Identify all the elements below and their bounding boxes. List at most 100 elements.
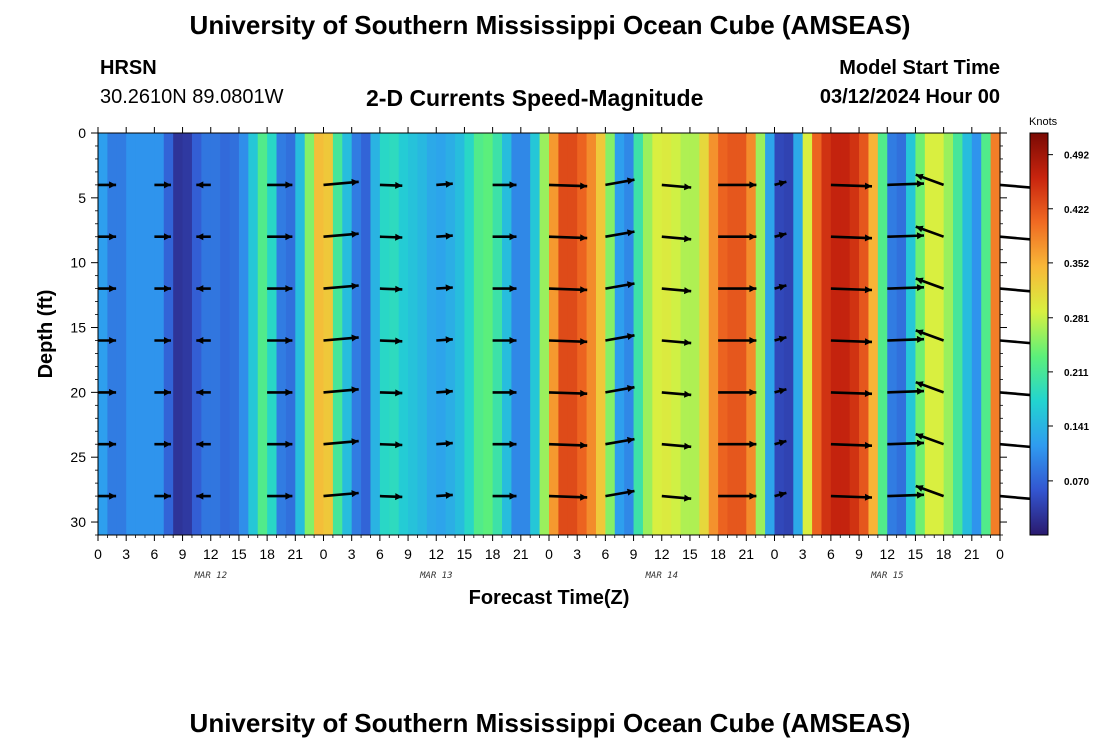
vector-head xyxy=(285,492,293,500)
x-tick-label: 18 xyxy=(936,546,952,562)
heatmap-cell xyxy=(492,133,503,535)
vector-head xyxy=(864,286,872,294)
vector-head xyxy=(627,333,635,340)
current-vector xyxy=(661,494,692,502)
heatmap-cell xyxy=(370,133,381,535)
x-tick-label: 9 xyxy=(179,546,187,562)
current-vector xyxy=(492,388,517,396)
current-vector xyxy=(548,182,588,190)
vector-head xyxy=(395,285,403,293)
x-tick-label: 9 xyxy=(855,546,863,562)
heatmap-cell xyxy=(567,133,578,535)
vector-head xyxy=(395,181,403,189)
current-vector xyxy=(548,493,588,501)
current-vector xyxy=(774,491,787,499)
x-tick-label: 9 xyxy=(404,546,412,562)
x-tick-label: 15 xyxy=(908,546,924,562)
current-vector xyxy=(887,232,925,240)
heatmap-cell xyxy=(549,133,559,535)
colorbar-scale xyxy=(1029,132,1049,536)
current-vector xyxy=(548,389,588,397)
current-vector xyxy=(774,232,787,239)
vector-head xyxy=(196,440,204,448)
current-vector xyxy=(605,385,635,394)
vector-head xyxy=(916,491,924,499)
current-vector xyxy=(718,440,757,448)
current-vector xyxy=(915,277,945,290)
vector-head xyxy=(351,334,359,342)
heatmap-cell xyxy=(314,133,325,535)
current-vector xyxy=(98,337,117,344)
footer-title: University of Southern Mississippi Ocean… xyxy=(189,708,911,738)
heatmap-cell xyxy=(173,133,184,535)
current-vector xyxy=(98,233,117,241)
current-vector xyxy=(915,329,945,342)
current-vector xyxy=(492,440,517,448)
heatmap-cell xyxy=(379,133,390,535)
heatmap-cell xyxy=(577,133,588,535)
current-vector xyxy=(323,178,359,187)
current-vector xyxy=(830,338,873,346)
current-vector xyxy=(492,233,517,241)
heatmap-cell xyxy=(201,133,212,535)
heatmap-cell xyxy=(774,133,785,535)
vector-head xyxy=(580,182,588,190)
current-vector xyxy=(887,439,925,447)
current-vector xyxy=(830,286,873,294)
current-vector xyxy=(154,388,171,396)
colorbar: Knots 0.070 0.141 0.211 0.281 0.352 0.422 0.49… xyxy=(1029,116,1089,536)
heatmap-cell xyxy=(511,133,522,535)
heatmap-cell xyxy=(943,133,954,535)
vector-head xyxy=(778,232,787,239)
y-tick-label: 25 xyxy=(70,449,86,465)
heatmap-cell xyxy=(520,133,531,535)
heatmap-cell xyxy=(342,133,353,535)
heatmap-cell xyxy=(473,133,484,535)
heatmap-cell xyxy=(924,133,935,535)
vector-head xyxy=(749,440,757,448)
current-vector xyxy=(379,337,403,345)
station-id: HRSN xyxy=(100,57,157,79)
current-vector xyxy=(436,336,453,344)
current-vector xyxy=(323,334,359,342)
vector-head xyxy=(915,173,924,181)
current-vector xyxy=(548,441,588,449)
heatmap-cell xyxy=(680,133,691,535)
current-vector xyxy=(436,388,453,396)
heatmap-cell xyxy=(633,133,644,535)
x-tick-label: 15 xyxy=(457,546,473,562)
vector-head xyxy=(285,181,293,189)
heatmap-cell xyxy=(708,133,719,535)
vector-head xyxy=(445,491,453,499)
heatmap-cell xyxy=(323,133,334,535)
vector-head xyxy=(864,338,872,346)
vector-head xyxy=(445,232,453,240)
current-vector xyxy=(267,337,293,344)
x-tick-label: 6 xyxy=(827,546,835,562)
vector-head xyxy=(916,284,924,292)
current-vector xyxy=(436,180,453,188)
x-tick-label: 0 xyxy=(545,546,553,562)
current-vector xyxy=(196,233,211,241)
x-tick-label: 3 xyxy=(573,546,581,562)
colorbar-label: 0.211 xyxy=(1064,368,1089,379)
vector-head xyxy=(109,440,117,448)
vector-head xyxy=(164,337,171,344)
x-tick-label: 21 xyxy=(513,546,529,562)
x-tick-label: 15 xyxy=(231,546,247,562)
current-vector xyxy=(379,285,403,293)
current-vector xyxy=(830,390,873,397)
vector-head xyxy=(778,180,787,187)
heatmap-cell xyxy=(398,133,409,535)
vector-head xyxy=(509,337,517,344)
vector-head xyxy=(164,285,171,293)
vector-head xyxy=(684,183,692,191)
x-tick-label: 21 xyxy=(288,546,304,562)
current-vector xyxy=(718,181,757,189)
heatmap-cell xyxy=(295,133,306,535)
heatmap-cell xyxy=(445,133,456,535)
current-vector xyxy=(830,234,873,242)
x-day-label: MAR 14 xyxy=(644,571,678,581)
current-vector xyxy=(605,436,635,446)
vector-head xyxy=(351,178,359,186)
